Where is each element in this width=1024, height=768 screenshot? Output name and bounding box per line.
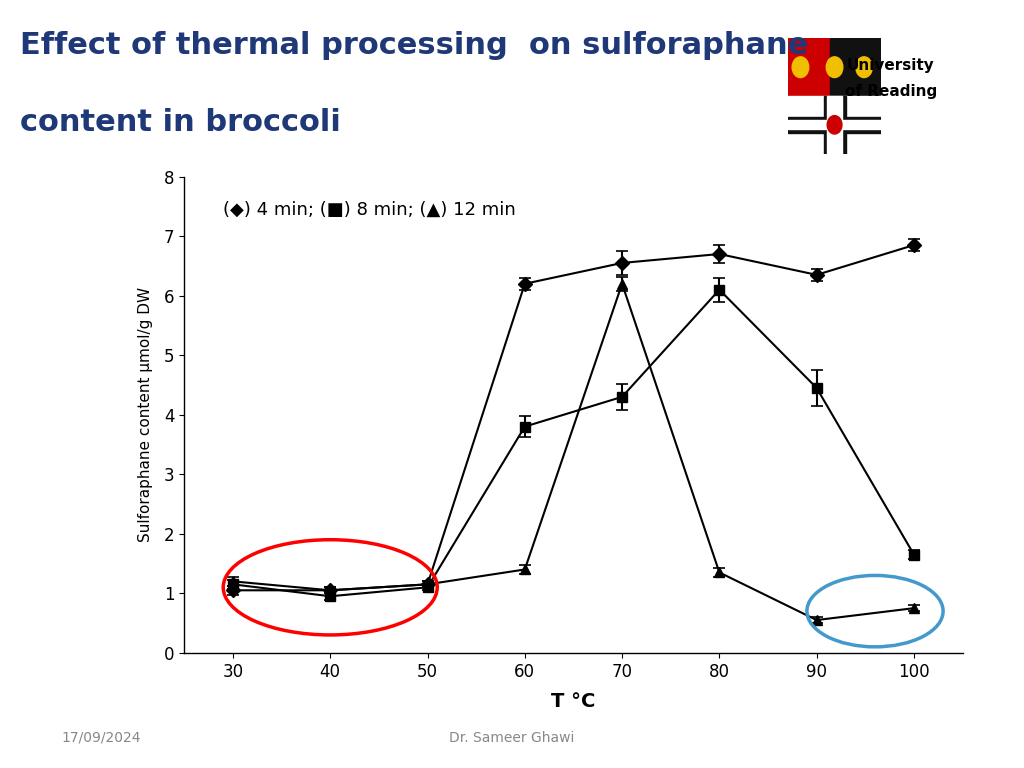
Circle shape <box>793 57 809 78</box>
Text: 17/09/2024: 17/09/2024 <box>61 731 141 745</box>
Text: University: University <box>847 58 935 73</box>
Text: (◆) 4 min; (■) 8 min; (▲) 12 min: (◆) 4 min; (■) 8 min; (▲) 12 min <box>223 200 516 218</box>
Circle shape <box>827 115 842 134</box>
Circle shape <box>856 57 872 78</box>
Bar <box>829 38 881 96</box>
Circle shape <box>826 57 843 78</box>
Text: Dr. Sameer Ghawi: Dr. Sameer Ghawi <box>450 731 574 745</box>
X-axis label: T °C: T °C <box>551 692 596 710</box>
Y-axis label: Sulforaphane content μmol/g DW: Sulforaphane content μmol/g DW <box>138 287 153 542</box>
Bar <box>823 96 846 154</box>
Text: content in broccoli: content in broccoli <box>20 108 341 137</box>
Bar <box>788 117 881 133</box>
Bar <box>788 96 881 154</box>
Text: of Reading: of Reading <box>845 84 937 100</box>
Text: Effect of thermal processing  on sulforaphane: Effect of thermal processing on sulforap… <box>20 31 809 60</box>
Bar <box>788 38 829 96</box>
Bar <box>827 96 842 154</box>
Bar <box>788 120 881 129</box>
